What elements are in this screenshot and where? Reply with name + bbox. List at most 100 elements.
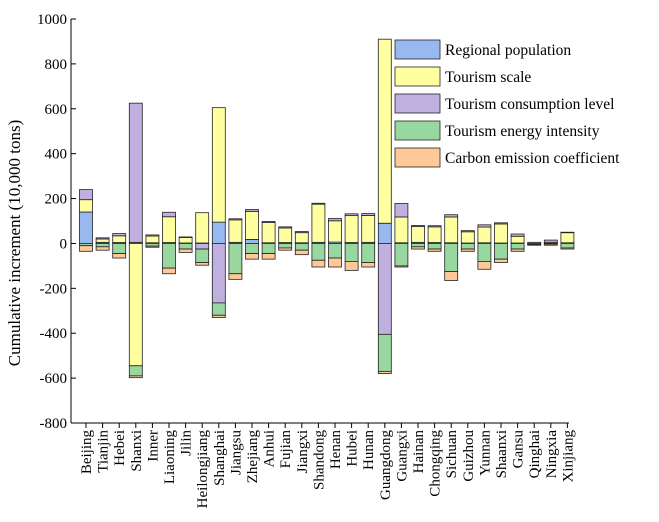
bar-inner-tourism-consumption-level: [145, 234, 160, 237]
y-tick-label: 200: [45, 192, 68, 208]
bar-gansu-tourism-scale: [510, 235, 525, 244]
bar-guizhou-tourism-scale: [460, 231, 475, 244]
x-tick-label-anhui: Anhui: [262, 430, 278, 468]
bar-shanghai-tourism-scale: [211, 107, 226, 223]
bar-henan-tourism-scale: [328, 220, 342, 243]
legend-label-tourism-energy-intensity: Tourism energy intensity: [445, 123, 600, 140]
y-tick-label: 0: [60, 236, 68, 252]
x-tick-label-shandong: Shandong: [311, 430, 327, 491]
bar-inner-tourism-scale: [145, 235, 160, 244]
x-tick-label-heilongjiang: Heilongjiang: [195, 430, 211, 509]
bar-jiangxi-tourism-consumption-level: [294, 231, 309, 234]
axes-layer: -800 -600 -400 -200 0 200 400 600 800 1000 Beijing…: [37, 12, 576, 508]
x-tick-label-jiangxi: Jiangxi: [295, 430, 311, 473]
x-tick-label-guangdong: Guangdong: [378, 430, 394, 500]
bar-liaoning-tourism-energy-intensity: [162, 243, 176, 269]
bar-jilin-tourism-consumption-level: [178, 236, 193, 238]
bar-gansu-tourism-energy-intensity: [510, 243, 525, 250]
bar-hebei-tourism-scale: [112, 235, 127, 243]
bar-beijing-tourism-scale: [79, 199, 93, 213]
x-tick-label-shanxi: Shanxi: [129, 430, 145, 472]
legend-label-tourism-scale: Tourism scale: [445, 69, 531, 86]
bar-shaanxi-tourism-energy-intensity: [494, 243, 508, 260]
bar-tianjin-tourism-scale: [95, 238, 110, 243]
x-tick-label-zhejiang: Zhejiang: [245, 430, 261, 484]
legend-swatch-tourism-consumption-level: [394, 93, 441, 114]
bar-xinjiang-tourism-scale: [560, 232, 575, 244]
bar-shanghai-tourism-energy-intensity: [211, 302, 226, 316]
bar-guangxi-tourism-energy-intensity: [394, 243, 409, 267]
bar-zhejiang-carbon-emission-coefficient: [245, 253, 259, 260]
bar-jiangxi-tourism-scale: [294, 232, 309, 244]
bar-hebei-tourism-energy-intensity: [112, 243, 127, 254]
bar-henan-tourism-consumption-level: [328, 218, 342, 222]
bar-anhui-tourism-consumption-level: [261, 221, 276, 223]
x-tick-label-chongqing: Chongqing: [428, 430, 444, 497]
bar-sichuan-carbon-emission-coefficient: [444, 271, 459, 281]
y-tick-label: -600: [40, 371, 68, 387]
bar-hubei-tourism-energy-intensity: [344, 243, 359, 262]
bar-guizhou-tourism-consumption-level: [460, 230, 475, 233]
x-tick-label-shaanxi: Shaanxi: [494, 430, 510, 478]
y-tick-label: 600: [45, 102, 68, 118]
x-tick-label-inner: Inner: [145, 430, 161, 462]
bar-shanxi-tourism-consumption-level: [128, 102, 143, 243]
x-tick-label-shanghai: Shanghai: [212, 430, 228, 486]
bar-shaanxi-tourism-scale: [494, 223, 508, 244]
bar-heilongjiang-tourism-consumption-level: [195, 243, 210, 250]
y-tick-label: 1000: [37, 12, 67, 28]
bar-fujian-carbon-emission-coefficient: [278, 247, 293, 251]
bar-heilongjiang-tourism-energy-intensity: [195, 248, 210, 263]
bar-jiangsu-carbon-emission-coefficient: [228, 273, 243, 280]
bar-guangxi-tourism-consumption-level: [394, 203, 409, 218]
bar-shanghai-tourism-consumption-level: [211, 243, 226, 304]
x-tick-label-yunnan: Yunnan: [477, 430, 493, 476]
bar-guizhou-tourism-energy-intensity: [460, 243, 475, 250]
bar-inner-tourism-energy-intensity: [145, 243, 160, 247]
bar-guangdong-tourism-scale: [377, 38, 392, 224]
bar-hubei-carbon-emission-coefficient: [344, 260, 359, 271]
bar-sichuan-tourism-energy-intensity: [444, 243, 459, 272]
y-tick-label: -200: [40, 281, 68, 297]
bar-jilin-tourism-scale: [178, 236, 193, 244]
bar-yunnan-carbon-emission-coefficient: [477, 260, 492, 270]
bar-henan-tourism-energy-intensity: [328, 243, 342, 259]
x-tick-label-fujian: Fujian: [278, 430, 294, 469]
bar-shandong-carbon-emission-coefficient: [311, 259, 326, 268]
bar-guangdong-carbon-emission-coefficient: [377, 370, 392, 375]
bar-tianjin-carbon-emission-coefficient: [95, 246, 110, 251]
x-tick-label-jilin: Jilin: [179, 430, 195, 456]
y-tick-label: 800: [45, 57, 68, 73]
bar-yunnan-tourism-consumption-level: [477, 224, 492, 228]
bar-jiangxi-tourism-energy-intensity: [294, 243, 309, 251]
bar-qinghai-carbon-emission-coefficient: [527, 244, 542, 246]
bar-shanxi-tourism-scale: [128, 243, 143, 367]
x-tick-label-qinghai: Qinghai: [527, 430, 543, 478]
y-tick-label: -400: [40, 326, 68, 342]
x-tick-label-gansu: Gansu: [511, 430, 527, 469]
x-tick-label-sichuan: Sichuan: [444, 430, 460, 479]
y-tick-label: -800: [40, 416, 68, 432]
bar-hunan-carbon-emission-coefficient: [361, 262, 376, 268]
bar-gansu-tourism-consumption-level: [510, 233, 525, 237]
bar-shanghai-regional-population: [211, 221, 226, 244]
bar-chongqing-tourism-scale: [427, 226, 442, 243]
bar-liaoning-tourism-scale: [162, 216, 176, 243]
x-tick-label-jiangsu: Jiangsu: [228, 430, 244, 476]
bar-chongqing-tourism-energy-intensity: [427, 243, 442, 250]
bar-shanxi-tourism-energy-intensity: [128, 365, 143, 377]
bar-tianjin-tourism-energy-intensity: [95, 243, 110, 248]
bar-sichuan-tourism-consumption-level: [444, 214, 459, 218]
bar-xinjiang-tourism-energy-intensity: [560, 243, 575, 249]
bar-zhejiang-tourism-energy-intensity: [245, 243, 259, 254]
bars-layer: [79, 38, 575, 379]
bar-jilin-tourism-energy-intensity: [178, 243, 193, 250]
bar-xinjiang-carbon-emission-coefficient: [560, 247, 575, 250]
bar-zhejiang-regional-population: [245, 238, 259, 244]
bar-hainan-tourism-consumption-level: [411, 225, 425, 228]
legend-swatch-tourism-energy-intensity: [394, 120, 441, 141]
legend-label-carbon-emission-coefficient: Carbon emission coefficient: [445, 150, 620, 167]
bar-hubei-tourism-consumption-level: [344, 213, 359, 217]
bar-hebei-tourism-consumption-level: [112, 233, 127, 237]
bar-inner-carbon-emission-coefficient: [145, 245, 160, 248]
